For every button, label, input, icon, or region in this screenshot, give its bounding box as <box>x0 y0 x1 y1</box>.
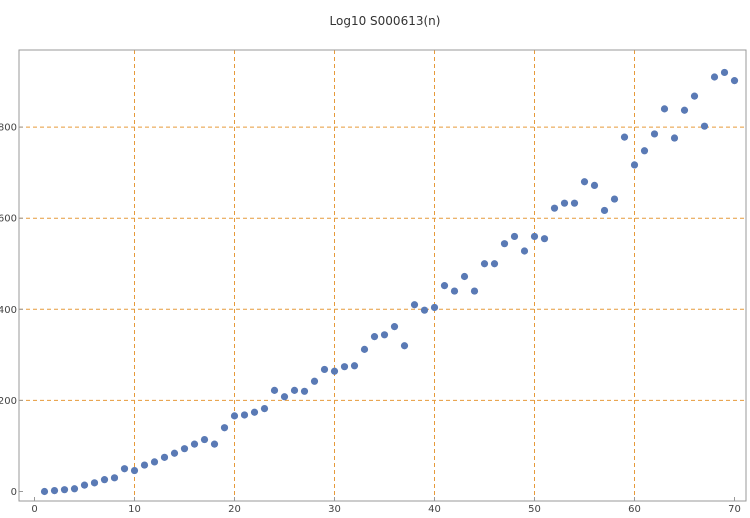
x-tick-label: 70 <box>728 504 741 515</box>
data-point <box>530 232 539 241</box>
data-point <box>590 181 599 190</box>
data-point <box>510 232 519 241</box>
data-point <box>350 362 359 370</box>
data-point <box>170 449 179 457</box>
x-tick-label: 30 <box>328 504 341 515</box>
data-point <box>730 77 739 85</box>
data-point <box>670 134 679 142</box>
data-point <box>480 260 489 268</box>
data-point <box>360 345 369 353</box>
data-point <box>660 105 669 113</box>
data-point <box>320 365 329 374</box>
data-point <box>720 68 729 77</box>
data-point <box>260 404 269 413</box>
y-tick-label: 400 <box>0 305 17 316</box>
data-point <box>690 92 699 100</box>
data-point <box>340 363 349 371</box>
data-point <box>370 333 379 341</box>
data-point <box>230 412 239 420</box>
chart-title: Log10 S000613(n) <box>329 14 441 28</box>
x-tick-label: 60 <box>628 504 641 515</box>
data-point <box>90 479 99 487</box>
data-point <box>580 178 589 186</box>
y-tick-label: 800 <box>0 123 17 134</box>
data-point <box>190 440 199 448</box>
data-point <box>620 133 629 141</box>
data-point <box>630 161 639 169</box>
data-point <box>400 342 409 350</box>
data-point <box>210 440 219 448</box>
data-point <box>200 435 209 444</box>
data-point <box>550 204 559 212</box>
data-point <box>160 453 169 461</box>
data-point <box>240 411 249 419</box>
data-point <box>310 377 319 385</box>
data-point <box>450 287 459 295</box>
data-point <box>70 485 79 493</box>
data-point <box>390 323 399 331</box>
data-point <box>560 199 569 207</box>
data-point <box>50 486 59 495</box>
data-point <box>100 476 109 484</box>
y-tick-label: 200 <box>0 396 17 407</box>
data-point <box>110 474 119 482</box>
x-tick-label: 40 <box>428 504 441 515</box>
data-point <box>120 465 129 473</box>
data-point <box>40 487 49 496</box>
tick-labels: 0 10 20 30 40 50 60 70 0 200 400 600 800 <box>0 123 741 515</box>
plot-frame <box>18 49 747 502</box>
data-point <box>440 282 449 290</box>
data-point <box>470 287 479 295</box>
data-point <box>80 481 89 489</box>
data-point <box>150 458 159 466</box>
y-tick-label: 600 <box>0 214 17 225</box>
data-point <box>280 393 289 401</box>
data-point <box>430 303 439 312</box>
grid-lines <box>19 50 746 501</box>
y-tick-label: 0 <box>11 487 17 498</box>
data-point <box>220 424 229 432</box>
x-tick-label: 20 <box>228 504 241 515</box>
data-point <box>570 199 579 207</box>
data-point <box>460 272 469 281</box>
data-point <box>330 367 339 375</box>
data-point <box>650 130 659 138</box>
data-point <box>490 260 499 268</box>
data-point <box>420 306 429 314</box>
x-tick-label: 50 <box>528 504 541 515</box>
data-point <box>500 240 509 248</box>
data-point <box>700 122 709 130</box>
axes <box>18 49 747 502</box>
data-point <box>180 445 189 453</box>
data-point <box>130 466 139 475</box>
data-point <box>250 408 259 416</box>
data-point <box>410 301 419 309</box>
data-point <box>60 486 69 494</box>
data-point <box>540 235 549 243</box>
data-point <box>290 386 299 394</box>
data-point <box>710 73 719 81</box>
data-point <box>600 206 609 215</box>
data-point <box>300 387 309 395</box>
data-points <box>40 68 739 496</box>
data-point <box>610 195 619 203</box>
data-point <box>680 106 689 114</box>
data-point <box>140 461 149 469</box>
x-tick-label: 0 <box>31 504 37 515</box>
data-point <box>270 386 279 394</box>
x-tick-label: 10 <box>128 504 141 515</box>
data-point <box>520 247 529 255</box>
data-point <box>380 331 389 339</box>
data-point <box>640 147 649 155</box>
